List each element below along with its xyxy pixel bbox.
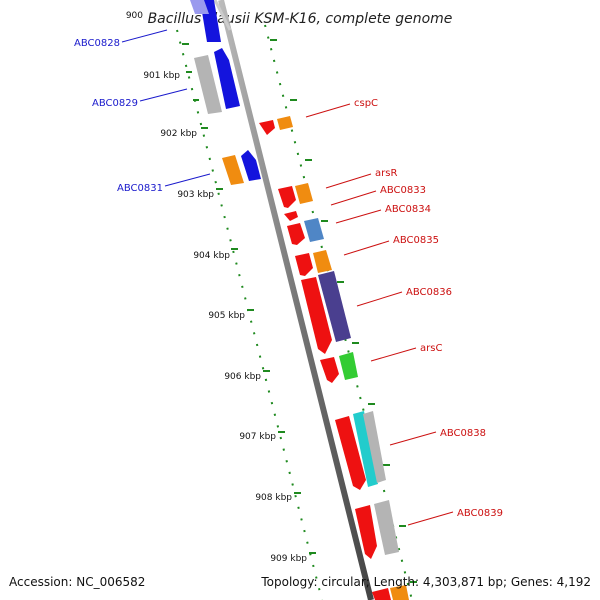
gene-feature[interactable] — [214, 48, 240, 109]
right-strand-genes — [259, 116, 409, 600]
kbp-label: 901 kbp — [143, 71, 180, 81]
gene-feature[interactable] — [222, 155, 244, 185]
gene-label-left[interactable]: ABC0828 — [74, 38, 120, 49]
gene-feature[interactable] — [355, 505, 377, 559]
kbp-label: 902 kbp — [160, 129, 197, 139]
gene-feature[interactable] — [353, 411, 378, 487]
gene-feature[interactable] — [295, 253, 313, 276]
kbp-label: 909 kbp — [270, 554, 307, 564]
right-ruler-ticks — [270, 39, 417, 583]
backbone-top-shadow — [213, 0, 232, 31]
gene-feature[interactable] — [335, 416, 366, 490]
gene-label-right[interactable]: ABC0839 — [457, 508, 503, 519]
gene-label-right[interactable]: ABC0836 — [406, 287, 452, 298]
kbp-label: 900 — [126, 11, 143, 21]
gene-feature[interactable] — [277, 116, 293, 130]
kbp-label: 907 kbp — [239, 432, 276, 442]
kbp-label: 908 kbp — [255, 493, 292, 503]
gene-label-right[interactable]: arsR — [375, 168, 397, 179]
gene-feature[interactable] — [374, 500, 399, 555]
gene-label-right[interactable]: ABC0835 — [393, 235, 439, 246]
accession-text: Accession: NC_006582 — [9, 575, 145, 589]
gene-feature[interactable] — [295, 183, 313, 204]
kbp-ticks — [182, 43, 316, 554]
gene-feature[interactable] — [287, 223, 305, 245]
right-labels: cspC arsR ABC0833 ABC0834 ABC0835 ABC083… — [305, 98, 503, 526]
gene-feature[interactable] — [318, 271, 351, 342]
gene-label-right[interactable]: ABC0838 — [440, 428, 486, 439]
gene-label-left[interactable]: ABC0831 — [117, 183, 163, 194]
gene-feature[interactable] — [301, 277, 332, 354]
gene-feature[interactable] — [190, 0, 209, 14]
genome-title: Bacillus clausii KSM-K16, complete genom… — [148, 11, 453, 27]
gene-label-right[interactable]: cspC — [354, 98, 378, 109]
gene-feature[interactable] — [284, 211, 298, 221]
left-labels: ABC0828 ABC0829 ABC0831 — [74, 29, 211, 194]
left-strand-genes — [190, 0, 261, 185]
gene-feature[interactable] — [241, 150, 261, 181]
gene-label-right[interactable]: arsC — [420, 343, 442, 354]
gene-feature[interactable] — [278, 186, 296, 208]
gene-label-left[interactable]: ABC0829 — [92, 98, 138, 109]
gene-feature[interactable] — [390, 585, 409, 600]
gene-feature[interactable] — [194, 55, 222, 114]
gene-label-right[interactable]: ABC0833 — [380, 185, 426, 196]
gene-feature[interactable] — [259, 120, 275, 135]
gene-feature[interactable] — [313, 250, 332, 273]
kbp-label: 906 kbp — [224, 372, 261, 382]
genome-backbone — [218, 0, 374, 600]
topology-text: Topology: circular; Length: 4,303,871 bp… — [260, 575, 591, 589]
kbp-label: 905 kbp — [208, 311, 245, 321]
kbp-label: 903 kbp — [177, 190, 214, 200]
gene-feature[interactable] — [372, 588, 391, 600]
gene-feature[interactable] — [339, 352, 358, 380]
kbp-label: 904 kbp — [193, 251, 230, 261]
gene-label-right[interactable]: ABC0834 — [385, 204, 431, 215]
gene-feature[interactable] — [304, 218, 324, 242]
gene-feature[interactable] — [320, 357, 339, 383]
gene-feature[interactable] — [363, 411, 386, 483]
